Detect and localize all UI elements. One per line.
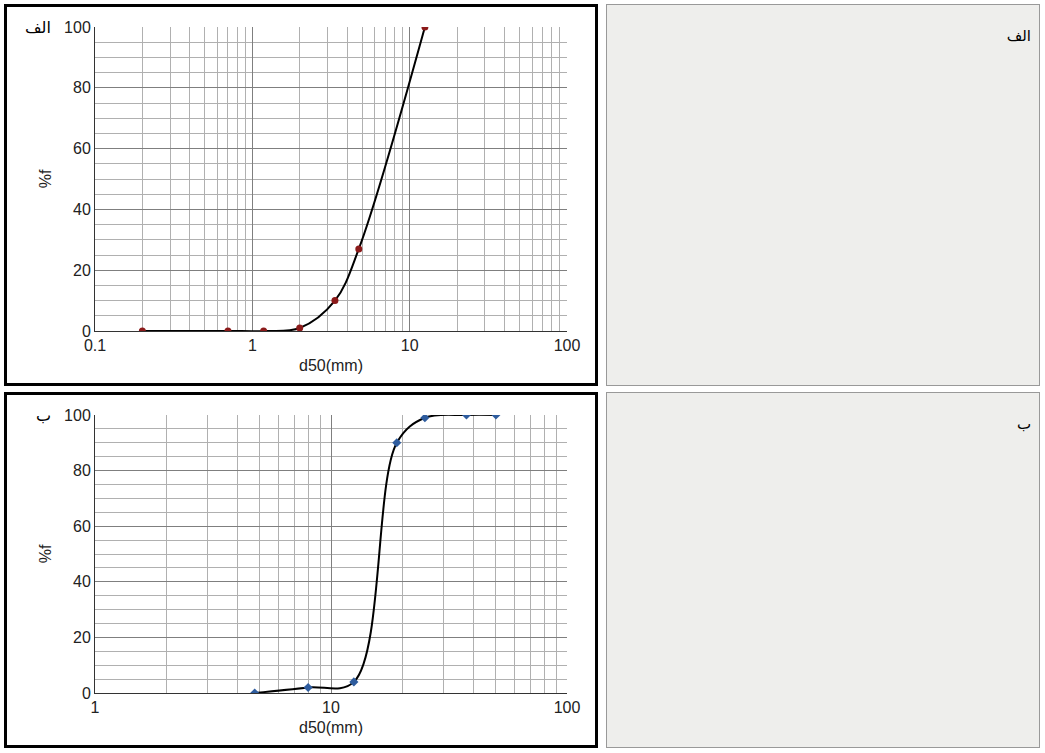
svg-text:100: 100	[554, 699, 581, 716]
svg-text:1: 1	[91, 699, 100, 716]
svg-text:%f: %f	[37, 169, 54, 188]
html-text:الف: الف	[1006, 27, 1031, 45]
svg-text:40: 40	[73, 201, 91, 218]
svg-text:20: 20	[73, 629, 91, 646]
svg-text:10: 10	[401, 337, 419, 354]
svg-text:0: 0	[82, 685, 91, 702]
svg-text:60: 60	[73, 518, 91, 535]
svg-text:d50(mm): d50(mm)	[299, 357, 363, 374]
svg-text:100: 100	[554, 337, 581, 354]
svg-text:d50(mm): d50(mm)	[299, 719, 363, 736]
svg-text:20: 20	[73, 262, 91, 279]
svg-text:%f: %f	[37, 544, 54, 563]
svg-text:100: 100	[64, 19, 91, 36]
svg-text:40: 40	[73, 573, 91, 590]
svg-text:الف: الف	[25, 18, 51, 37]
svg-text:10: 10	[322, 699, 340, 716]
svg-text:80: 80	[73, 462, 91, 479]
svg-text:80: 80	[73, 79, 91, 96]
svg-text:0: 0	[82, 323, 91, 340]
svg-text:100: 100	[64, 407, 91, 424]
svg-text:1: 1	[248, 337, 257, 354]
svg-text:0.1: 0.1	[84, 337, 106, 354]
svg-text:ب: ب	[36, 406, 51, 425]
svg-text:60: 60	[73, 140, 91, 157]
html-text:ب: ب	[1016, 415, 1031, 433]
